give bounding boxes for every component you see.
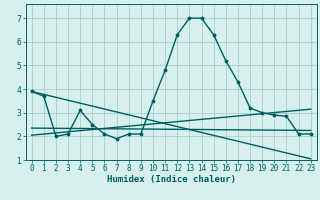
X-axis label: Humidex (Indice chaleur): Humidex (Indice chaleur) <box>107 175 236 184</box>
